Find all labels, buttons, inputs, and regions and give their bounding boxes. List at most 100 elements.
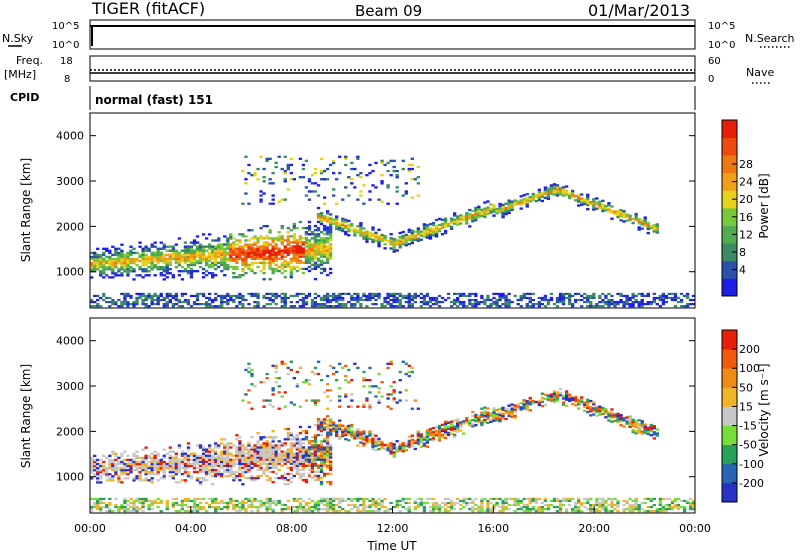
scatter-cell [147, 261, 151, 265]
scatter-cell [646, 294, 650, 298]
scatter-cell [220, 269, 224, 273]
scatter-cell [204, 468, 209, 472]
scatter-cell [301, 300, 306, 304]
scatter-cell [307, 243, 312, 246]
scatter-cell [229, 497, 233, 501]
scatter-cell [238, 448, 242, 451]
scatter-cell [256, 440, 260, 443]
scatter-cell [283, 438, 287, 441]
scatter-cell [310, 173, 315, 177]
scatter-cell [410, 434, 414, 437]
scatter-cell [443, 436, 448, 440]
scatter-cell [580, 203, 584, 206]
scatter-cell [350, 378, 354, 382]
scatter-cell [238, 247, 242, 250]
scatter-cell [283, 405, 287, 408]
scatter-cell [477, 505, 481, 509]
scatter-cell [362, 202, 366, 205]
scatter-cell [404, 294, 408, 298]
scatter-cell [114, 303, 118, 306]
scatter-cell [271, 239, 275, 242]
scatter-cell [519, 402, 523, 405]
scatter-cell [214, 247, 218, 250]
scatter-cell [120, 473, 124, 476]
scatter-cell [195, 505, 200, 509]
scatter-cell [504, 501, 508, 505]
scatter-cell [664, 497, 669, 501]
scatter-cell [102, 471, 106, 474]
scatter-cell [437, 426, 442, 430]
scatter-cell [356, 155, 360, 158]
scatter-cell [537, 510, 542, 513]
scatter-cell [220, 466, 224, 470]
y-tick-label: 2000 [56, 220, 84, 233]
scatter-cell [362, 227, 366, 230]
scatter-cell [443, 430, 448, 434]
scatter-cell [404, 444, 408, 448]
scatter-cell [322, 446, 327, 449]
scatter-cell [283, 261, 287, 265]
scatter-cell [392, 296, 396, 300]
scatter-cell [328, 468, 333, 471]
scatter-cell [241, 298, 245, 302]
scatter-cell [265, 466, 269, 470]
scatter-cell [428, 298, 433, 302]
scatter-cell [395, 241, 399, 244]
scatter-cell [171, 303, 175, 306]
scatter-cell [325, 220, 330, 223]
scatter-cell [631, 303, 635, 306]
scatter-cell [604, 501, 608, 505]
scatter-cell [328, 221, 333, 224]
scatter-cell [401, 159, 405, 163]
scatter-cell [253, 253, 257, 256]
scatter-cell [319, 448, 324, 451]
scatter-cell [96, 303, 100, 306]
scatter-cell [253, 247, 257, 250]
scatter-cell [180, 460, 185, 464]
scatter-cell [634, 421, 638, 425]
scatter-cell [129, 462, 133, 466]
scatter-cell [322, 391, 327, 394]
scatter-cell [540, 193, 545, 197]
scatter-cell [356, 499, 360, 503]
scatter-cell [622, 294, 626, 298]
scatter-cell [570, 305, 575, 308]
scatter-cell [268, 458, 272, 461]
scatter-cell [241, 247, 245, 250]
scatter-cell [165, 292, 169, 296]
scatter-cell [150, 458, 154, 462]
scatter-cell [223, 255, 227, 258]
scatter-cell [90, 257, 94, 261]
scatter-cell [328, 508, 333, 511]
scatter-cell [162, 245, 166, 248]
scatter-cell [371, 510, 375, 513]
scatter-cell [410, 305, 414, 308]
scatter-cell [558, 394, 563, 397]
scatter-cell [147, 259, 151, 263]
scatter-cell [310, 190, 315, 193]
scatter-cell [365, 305, 369, 308]
scatter-cell [516, 503, 520, 507]
scatter-cell [307, 505, 312, 509]
scatter-cell [235, 239, 239, 242]
scatter-cell [465, 417, 469, 420]
scatter-cell [443, 426, 448, 430]
scatter-cell [325, 178, 330, 181]
scatter-cell [510, 409, 514, 412]
scatter-cell [102, 247, 106, 251]
scatter-cell [271, 429, 275, 433]
scatter-cell [129, 458, 133, 462]
scatter-cell [610, 298, 614, 302]
scatter-cell [410, 233, 414, 237]
scatter-cell [389, 446, 393, 449]
scatter-cell [368, 237, 372, 240]
scatter-cell [207, 458, 212, 461]
scatter-cell [437, 435, 442, 438]
scatter-cell [325, 458, 330, 461]
scatter-cell [422, 436, 427, 439]
scatter-cell [386, 510, 390, 513]
scatter-cell [298, 245, 303, 248]
scatter-cell [156, 259, 160, 263]
scatter-cell [195, 462, 200, 466]
scatter-cell [253, 458, 257, 461]
